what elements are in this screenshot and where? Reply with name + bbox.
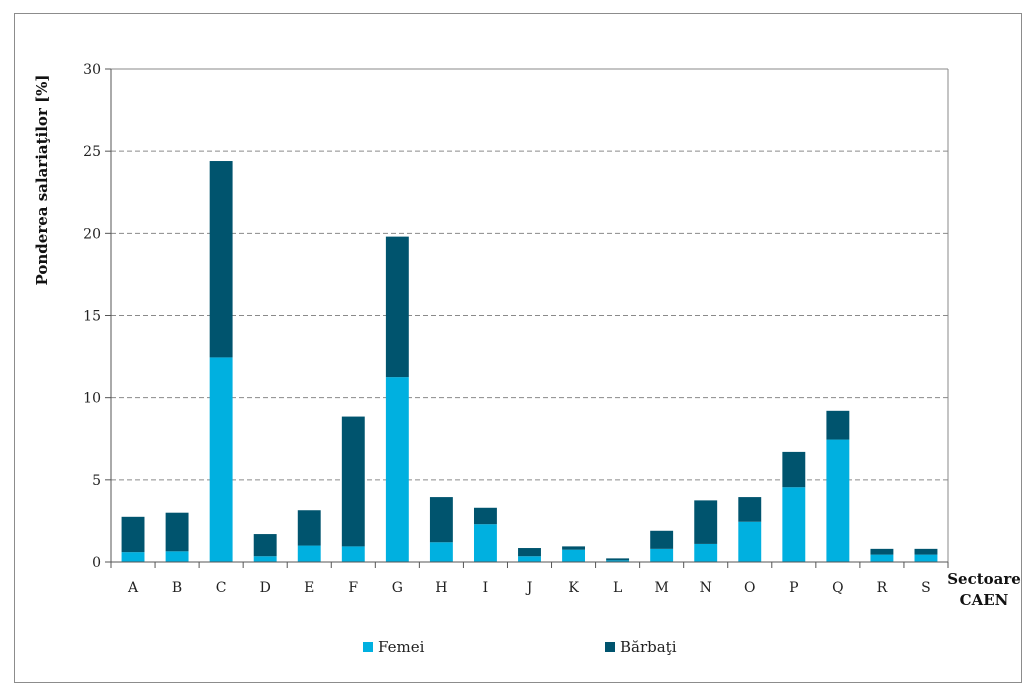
x-tick-label-N: N xyxy=(700,580,712,596)
bar-M-femei xyxy=(650,548,674,562)
bar-O-femei xyxy=(738,521,762,562)
bar-H-femei xyxy=(429,542,453,562)
x-tick-label-J: J xyxy=(525,580,533,596)
bar-C-femei xyxy=(209,357,233,562)
x-tick-label-P: P xyxy=(789,580,798,596)
x-tick-label-E: E xyxy=(304,580,314,596)
x-tick-label-Q: Q xyxy=(832,580,843,596)
x-tick-label-O: O xyxy=(744,580,755,596)
chart-frame xyxy=(14,13,1022,683)
x-tick-label-R: R xyxy=(877,580,888,596)
bar-C-bărbaţi xyxy=(209,161,233,358)
bar-R-bărbaţi xyxy=(870,548,894,555)
bar-M-bărbaţi xyxy=(650,530,674,549)
x-tick-label-I: I xyxy=(483,580,489,596)
bar-S-bărbaţi xyxy=(914,548,938,555)
bar-B-femei xyxy=(165,551,189,562)
bar-I-bărbaţi xyxy=(473,507,497,525)
bar-N-bărbaţi xyxy=(694,500,718,544)
bar-D-bărbaţi xyxy=(253,534,277,557)
bar-D-femei xyxy=(253,556,277,562)
bar-G-femei xyxy=(385,377,409,562)
y-tick-label-15: 15 xyxy=(83,309,101,325)
y-tick-label-0: 0 xyxy=(92,555,101,571)
x-tick-label-A: A xyxy=(127,580,139,596)
x-tick-label-F: F xyxy=(348,580,358,596)
axes xyxy=(105,68,949,568)
bar-P-bărbaţi xyxy=(782,451,806,488)
tick-labels: 0 5 10 15 20 25 30 A B C D E F G H I J K L M N O P Q R S xyxy=(83,62,931,596)
bar-E-femei xyxy=(297,545,321,562)
legend-swatch-femei xyxy=(363,642,373,652)
x-tick-label-L: L xyxy=(613,580,622,596)
x-tick-label-G: G xyxy=(392,580,403,596)
y-axis-title: Ponderea salariaţilor [%] xyxy=(33,74,51,285)
bar-J-bărbaţi xyxy=(518,548,541,557)
x-tick-label-M: M xyxy=(654,580,668,596)
bar-R-femei xyxy=(870,554,894,562)
x-tick-label-H: H xyxy=(435,580,447,596)
y-tick-label-5: 5 xyxy=(92,473,101,489)
bar-F-femei xyxy=(341,546,365,562)
bar-S-femei xyxy=(914,554,938,562)
y-tick-label-25: 25 xyxy=(83,144,101,160)
bar-G-bărbaţi xyxy=(385,236,409,378)
bar-A-bărbaţi xyxy=(121,516,145,553)
bar-B-bărbaţi xyxy=(165,512,189,552)
bar-Q-femei xyxy=(826,439,850,562)
bar-K-femei xyxy=(562,549,586,562)
bar-L-femei xyxy=(606,560,630,562)
x-tick-label-S: S xyxy=(921,580,931,596)
legend-label-barbati: Bărbaţi xyxy=(620,638,677,656)
grid-lines xyxy=(111,68,948,481)
x-tick-label-C: C xyxy=(216,580,227,596)
x-axis-title-line2: CAEN xyxy=(960,591,1009,609)
bar-I-femei xyxy=(473,524,497,562)
x-tick-label-D: D xyxy=(260,580,271,596)
y-tick-label-20: 20 xyxy=(83,226,101,242)
bars xyxy=(121,161,938,562)
bar-K-bărbaţi xyxy=(562,546,586,550)
bar-P-femei xyxy=(782,487,806,562)
legend-label-femei: Femei xyxy=(378,638,425,656)
bar-N-femei xyxy=(694,543,718,562)
legend-swatch-barbati xyxy=(605,642,615,652)
y-tick-label-10: 10 xyxy=(83,391,101,407)
bar-O-bărbaţi xyxy=(738,497,762,522)
bar-F-bărbaţi xyxy=(341,416,365,547)
bar-E-bărbaţi xyxy=(297,510,321,546)
y-tick-label-30: 30 xyxy=(83,62,101,78)
x-tick-label-B: B xyxy=(172,580,182,596)
x-axis-title-line1: Sectoare xyxy=(947,570,1021,588)
bar-Q-bărbaţi xyxy=(826,410,850,440)
bar-A-femei xyxy=(121,552,145,562)
bar-H-bărbaţi xyxy=(429,497,453,543)
bar-L-bărbaţi xyxy=(606,558,630,561)
legend: Femei Bărbaţi xyxy=(363,638,677,656)
x-tick-label-K: K xyxy=(568,580,579,596)
bar-J-femei xyxy=(518,556,541,562)
